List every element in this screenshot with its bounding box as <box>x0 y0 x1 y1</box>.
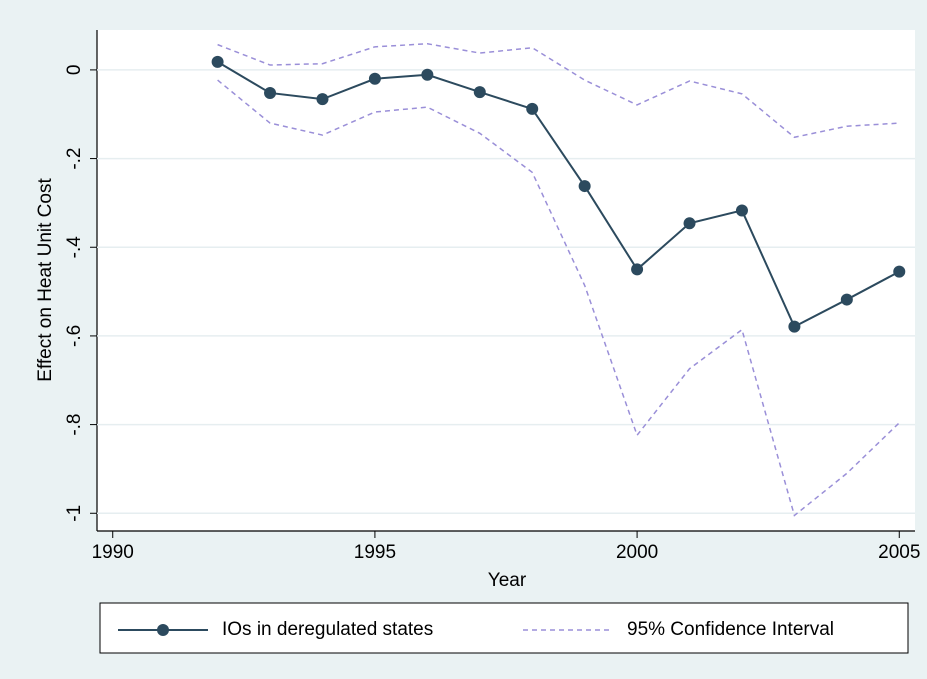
x-tick-label: 2005 <box>878 542 920 563</box>
y-tick-label: -.4 <box>64 236 85 259</box>
marker <box>578 180 591 193</box>
y-tick-label: -.6 <box>64 325 85 347</box>
ci-line <box>217 42 900 139</box>
marker <box>368 72 381 85</box>
marker <box>526 102 539 115</box>
legend-label: IOs in deregulated states <box>222 619 433 640</box>
marker <box>211 55 224 68</box>
marker <box>631 263 644 276</box>
legend-marker <box>157 624 169 636</box>
series-line <box>217 61 900 328</box>
marker <box>683 217 696 230</box>
x-tick-label: 2000 <box>616 542 658 563</box>
y-tick-label: -.2 <box>64 147 85 169</box>
x-tick-label: 1995 <box>354 542 396 563</box>
y-tick-label: -.8 <box>64 413 85 435</box>
x-axis-title: Year <box>488 570 527 591</box>
marker <box>421 68 434 81</box>
marker <box>316 93 329 106</box>
x-tick-label: 1990 <box>92 542 134 563</box>
y-axis-title: Effect on Heat Unit Cost <box>35 178 56 382</box>
ci-line <box>217 79 900 517</box>
marker <box>473 86 486 99</box>
y-tick-label: 0 <box>64 65 85 76</box>
marker <box>840 293 853 306</box>
plot-area <box>97 30 915 531</box>
marker <box>735 204 748 217</box>
legend-label: 95% Confidence Interval <box>627 619 834 640</box>
marker <box>788 320 801 333</box>
marker <box>264 86 277 99</box>
y-tick-label: -1 <box>64 505 85 522</box>
legend <box>99 602 909 654</box>
marker <box>893 265 906 278</box>
